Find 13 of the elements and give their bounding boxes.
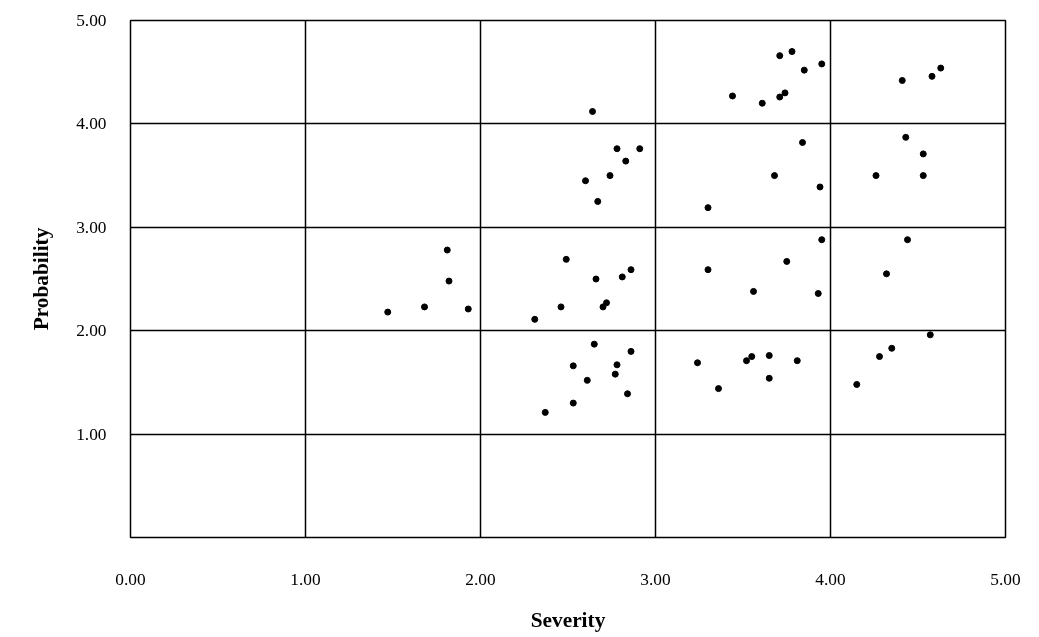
x-tick-label: 2.00 <box>465 569 496 589</box>
y-tick-label: 4.00 <box>76 114 107 134</box>
y-tick-label: 2.00 <box>76 321 107 341</box>
x-tick-label: 4.00 <box>815 569 846 589</box>
x-axis-title: Severity <box>530 607 606 632</box>
y-tick-label: 5.00 <box>76 11 107 30</box>
x-tick-label: 3.00 <box>640 569 671 589</box>
y-tick-label: 3.00 <box>76 217 107 237</box>
x-tick-label: 5.00 <box>990 569 1021 589</box>
y-tick-label: 1.00 <box>76 424 107 444</box>
y-axis-title: Probability <box>29 227 54 331</box>
x-tick-label: 1.00 <box>290 569 321 589</box>
x-tick-label: 0.00 <box>115 569 146 589</box>
